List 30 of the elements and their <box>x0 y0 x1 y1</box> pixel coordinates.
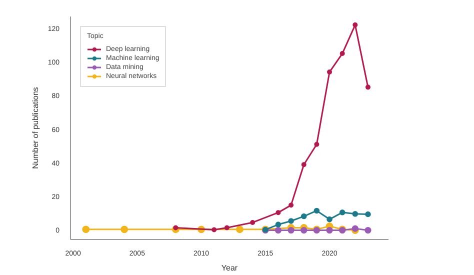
point <box>339 210 346 216</box>
point <box>326 216 332 222</box>
point <box>82 226 90 234</box>
point <box>173 225 178 230</box>
point <box>212 227 217 232</box>
point <box>364 226 372 234</box>
y-axis-title: Number of publications <box>30 87 40 169</box>
point <box>236 226 244 234</box>
point <box>224 225 230 230</box>
point <box>365 211 371 218</box>
point <box>352 211 358 217</box>
point <box>300 226 308 234</box>
point <box>352 22 358 28</box>
point <box>327 70 332 75</box>
point <box>250 220 256 225</box>
point <box>288 218 294 224</box>
point <box>301 162 306 168</box>
point <box>314 142 320 147</box>
point <box>340 51 345 56</box>
point <box>300 213 307 220</box>
point <box>314 208 320 214</box>
point <box>365 84 370 90</box>
point <box>288 226 294 234</box>
point <box>274 226 282 234</box>
x-axis-title: Year <box>221 264 238 272</box>
point <box>326 226 333 234</box>
point <box>120 226 128 234</box>
point <box>288 202 294 208</box>
point <box>275 222 282 228</box>
point <box>276 210 281 216</box>
